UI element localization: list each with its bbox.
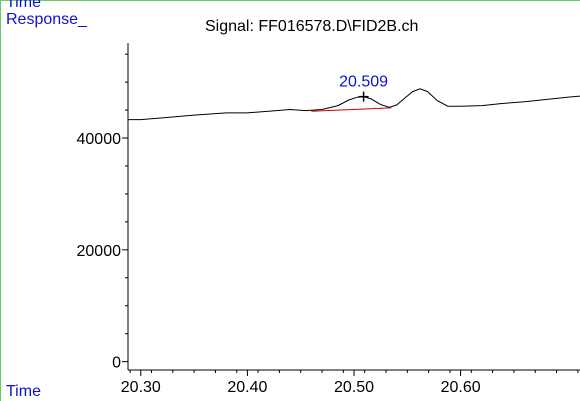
x-tick-label: 20.50 (334, 379, 374, 396)
y-tick-label: 20000 (77, 243, 122, 260)
chart-title: Signal: FF016578.D\FID2B.ch (205, 18, 418, 35)
signal-trace (128, 88, 580, 121)
integration-baseline (311, 107, 392, 112)
peak-label: 20.509 (339, 74, 388, 91)
y-axis-label: Response_ (6, 11, 88, 28)
y-tick-label: 40000 (77, 131, 122, 148)
axis-ticks: 0 20000 40000 20.30 20.40 20.50 20.60 (77, 53, 579, 396)
top-left-time-label: Time (6, 0, 41, 11)
plot-area: 20.509 (128, 74, 580, 121)
x-tick-label: 20.30 (121, 379, 161, 396)
x-tick-label: 20.40 (227, 379, 267, 396)
x-tick-label: 20.60 (441, 379, 481, 396)
x-axis-label: Time (6, 383, 41, 400)
y-tick-label: 0 (112, 355, 121, 372)
